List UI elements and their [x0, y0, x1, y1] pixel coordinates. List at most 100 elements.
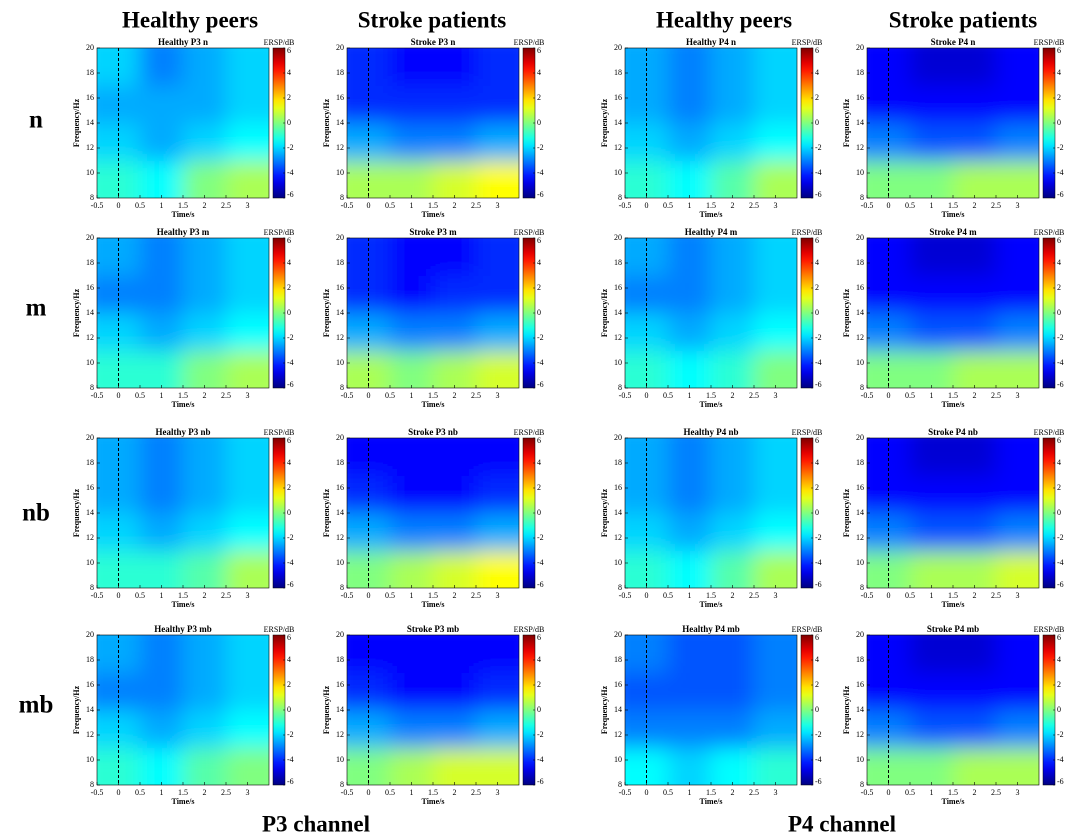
heatmap-cell	[140, 160, 184, 198]
heatmap-cell	[476, 275, 519, 314]
panel-title: Stroke P3 mb	[407, 624, 459, 634]
colorbar-tick-label: -6	[537, 580, 544, 589]
colorbar-tick-label: -2	[537, 333, 544, 342]
x-tick-label: 3	[1016, 788, 1020, 797]
heatmap-cell	[390, 747, 434, 785]
colorbar-label: ERSP/dB	[514, 38, 545, 47]
y-tick-label: 14	[614, 308, 622, 317]
x-tick-label: 2.5	[991, 391, 1001, 400]
heatmap-cell	[996, 160, 1039, 198]
x-tick-label: 3	[774, 391, 778, 400]
colorbar-label: ERSP/dB	[792, 228, 823, 237]
colorbar-tick-label: 0	[287, 705, 291, 714]
heatmap-cell	[390, 475, 434, 514]
heatmap-cell	[953, 48, 997, 86]
heatmap-cells	[625, 238, 797, 388]
colorbar-tick-label: -4	[537, 755, 544, 764]
heatmap-cell	[668, 238, 712, 276]
y-tick-label: 18	[614, 258, 622, 267]
colorbar-tick-label: -2	[537, 533, 544, 542]
colorbar-tick-label: 6	[287, 236, 291, 245]
heatmap-cell	[668, 747, 712, 785]
y-tick-label: 16	[86, 93, 94, 102]
colorbar-tick-label: -2	[287, 730, 294, 739]
x-tick-label: 3	[246, 201, 250, 210]
column-header: Stroke patients	[358, 7, 506, 32]
colorbar-tick-label: -2	[815, 333, 822, 342]
y-tick-label: 14	[336, 308, 344, 317]
y-tick-label: 8	[340, 193, 344, 202]
y-tick-label: 10	[614, 755, 622, 764]
x-tick-label: 0.5	[663, 591, 673, 600]
heatmap-cell	[183, 160, 227, 198]
x-tick-label: 3	[246, 391, 250, 400]
x-tick-label: 0.5	[663, 788, 673, 797]
y-tick-label: 16	[336, 93, 344, 102]
x-tick-label: 2	[453, 591, 457, 600]
heatmap-cell	[953, 635, 997, 673]
x-tick-label: 1	[160, 391, 164, 400]
heatmap-cell	[996, 85, 1039, 124]
y-tick-label: 20	[856, 43, 864, 52]
colorbar-tick-label: -6	[815, 777, 822, 786]
heatmap-cell	[668, 48, 712, 86]
x-tick-label: 1.5	[948, 591, 958, 600]
y-tick-label: 20	[86, 433, 94, 442]
x-tick-label: 0	[367, 788, 371, 797]
colorbar-tick-label: -4	[287, 358, 294, 367]
y-tick-label: 16	[856, 680, 864, 689]
heatmap-cell	[711, 475, 755, 514]
colorbar-tick-label: 4	[815, 258, 819, 267]
y-axis-label: Frequency/Hz	[322, 288, 331, 337]
heatmap-cell	[668, 438, 712, 476]
y-tick-label: 20	[336, 233, 344, 242]
heatmap-cell	[910, 747, 954, 785]
y-tick-label: 20	[336, 433, 344, 442]
heatmap-cell	[711, 550, 755, 588]
heatmap-cell	[910, 48, 954, 86]
heatmap-cell	[476, 475, 519, 514]
y-tick-label: 14	[336, 118, 344, 127]
colorbar-tick-label: -6	[815, 380, 822, 389]
colorbar-tick-label: 2	[815, 680, 819, 689]
y-axis-label: Frequency/Hz	[600, 685, 609, 734]
heatmap-cell	[910, 635, 954, 673]
colorbar-tick-label: -2	[1057, 143, 1064, 152]
y-tick-label: 18	[336, 68, 344, 77]
heatmap-cell	[390, 85, 434, 124]
x-tick-label: 1	[410, 201, 414, 210]
y-axis-label: Frequency/Hz	[842, 488, 851, 537]
y-tick-label: 10	[336, 755, 344, 764]
x-tick-label: 2	[731, 788, 735, 797]
x-tick-label: 3	[246, 788, 250, 797]
x-tick-label: 0	[117, 591, 121, 600]
colorbar-tick-label: 4	[815, 458, 819, 467]
y-tick-label: 10	[614, 358, 622, 367]
heatmap-cells	[97, 48, 269, 198]
heatmap-cell	[996, 350, 1039, 388]
heatmap-cell	[910, 160, 954, 198]
x-tick-label: 1.5	[706, 201, 716, 210]
x-tick-label: 1	[160, 201, 164, 210]
y-tick-label: 12	[614, 333, 622, 342]
heatmap-cells	[625, 635, 797, 785]
x-tick-label: 2.5	[221, 591, 231, 600]
column-header: Healthy peers	[122, 7, 258, 32]
y-tick-label: 18	[856, 68, 864, 77]
colorbar-label: ERSP/dB	[792, 625, 823, 634]
colorbar-tick-label: -2	[287, 333, 294, 342]
colorbar-tick-label: -6	[537, 777, 544, 786]
x-tick-label: -0.5	[341, 788, 354, 797]
heatmap-area	[625, 438, 797, 588]
panel-title: Stroke P4 nb	[928, 427, 978, 437]
heatmap-cell	[711, 710, 755, 748]
y-tick-label: 8	[860, 583, 864, 592]
y-axis-label: Frequency/Hz	[322, 488, 331, 537]
heatmap-cell	[910, 710, 954, 748]
y-tick-label: 20	[856, 233, 864, 242]
colorbar-label: ERSP/dB	[1034, 38, 1065, 47]
